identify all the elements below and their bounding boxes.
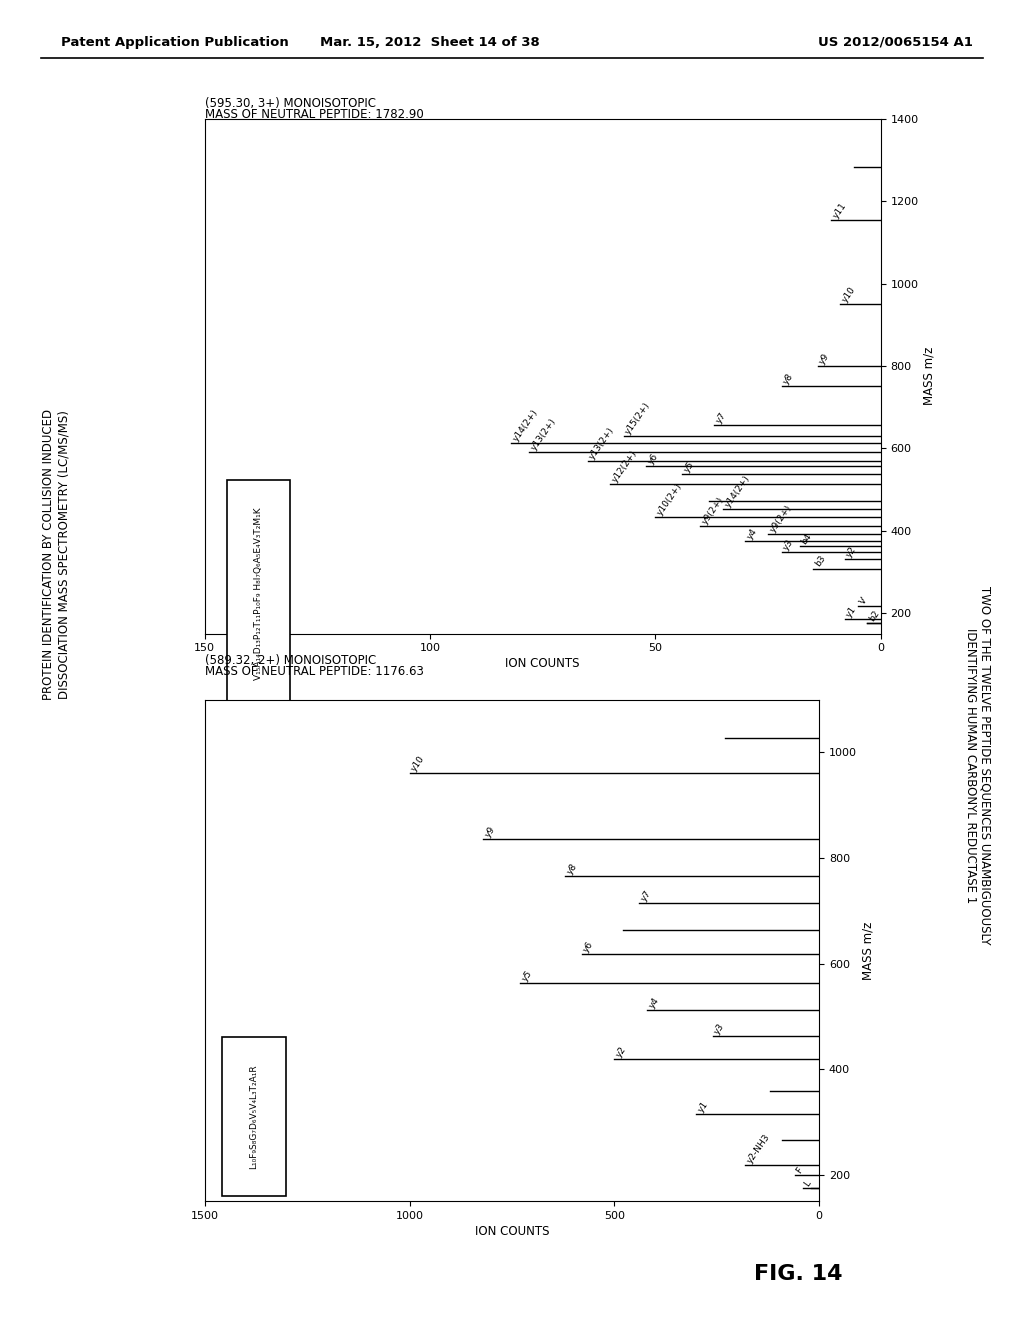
Text: y14(2+): y14(2+) — [511, 408, 540, 444]
Text: (589.32, 2+) MONOISOTOPIC: (589.32, 2+) MONOISOTOPIC — [205, 653, 376, 667]
Text: MASS OF NEUTRAL PEPTIDE: 1176.63: MASS OF NEUTRAL PEPTIDE: 1176.63 — [205, 665, 424, 678]
Text: y5: y5 — [520, 969, 534, 982]
Text: MASS OF NEUTRAL PEPTIDE: 1782.90: MASS OF NEUTRAL PEPTIDE: 1782.90 — [205, 108, 424, 121]
Text: y6: y6 — [582, 940, 595, 954]
Text: Patent Application Publication: Patent Application Publication — [61, 36, 289, 49]
Text: (595.30, 3+) MONOISOTOPIC: (595.30, 3+) MONOISOTOPIC — [205, 96, 376, 110]
Text: b3: b3 — [813, 554, 827, 569]
Text: y10(2+): y10(2+) — [655, 482, 684, 517]
Text: y6: y6 — [646, 451, 660, 466]
Text: y13(2+): y13(2+) — [529, 416, 558, 451]
Text: y8: y8 — [565, 862, 579, 876]
Text: y7: y7 — [639, 890, 652, 903]
Text: y5: y5 — [682, 459, 696, 474]
Text: y7: y7 — [714, 411, 728, 425]
Text: y4: y4 — [647, 995, 660, 1010]
Text: V₁₅A₁₄D₁₃P₁₂T₁₁P₁₀F₉ H₈I₇Q₆A₅E₄V₃T₂M₁K: V₁₅A₁₄D₁₃P₁₂T₁₁P₁₀F₉ H₈I₇Q₆A₅E₄V₃T₂M₁K — [254, 507, 263, 680]
Y-axis label: MASS m/z: MASS m/z — [923, 347, 936, 405]
Text: FIG. 14: FIG. 14 — [755, 1263, 843, 1284]
Text: y10: y10 — [410, 754, 427, 774]
Text: y9: y9 — [817, 351, 831, 366]
Text: y12(2+): y12(2+) — [610, 449, 639, 483]
Text: y9(2+): y9(2+) — [768, 503, 794, 533]
X-axis label: ION COUNTS: ION COUNTS — [506, 657, 580, 671]
Text: y10: y10 — [840, 285, 857, 304]
Text: y4: y4 — [745, 527, 759, 540]
Y-axis label: MASS m/z: MASS m/z — [861, 921, 874, 979]
Text: b4: b4 — [800, 532, 813, 546]
X-axis label: ION COUNTS: ION COUNTS — [475, 1225, 549, 1238]
Text: PROTEIN IDENTIFICATION BY COLLISION INDUCED
DISSOCIATION MASS SPECTROMETRY (LC/M: PROTEIN IDENTIFICATION BY COLLISION INDU… — [42, 409, 71, 700]
Text: y3: y3 — [781, 537, 796, 552]
Text: y15(2+): y15(2+) — [624, 400, 652, 436]
Text: V: V — [858, 595, 869, 606]
Text: TWO OF THE TWELVE PEPTIDE SEQUENCES UNAMBIGUOUSLY
IDENTIFYING HUMAN CARBONYL RED: TWO OF THE TWELVE PEPTIDE SEQUENCES UNAM… — [964, 586, 992, 945]
Text: y9(2+): y9(2+) — [700, 495, 726, 525]
Text: Mar. 15, 2012  Sheet 14 of 38: Mar. 15, 2012 Sheet 14 of 38 — [321, 36, 540, 49]
Text: y2: y2 — [614, 1044, 628, 1059]
Text: L: L — [803, 1179, 813, 1188]
Text: F: F — [795, 1166, 805, 1175]
Text: y2-NH3: y2-NH3 — [745, 1133, 772, 1164]
Text: b2: b2 — [867, 609, 881, 623]
Text: y14(2+): y14(2+) — [723, 474, 752, 510]
Text: y2: y2 — [845, 545, 858, 560]
Text: US 2012/0065154 A1: US 2012/0065154 A1 — [818, 36, 973, 49]
Text: y11: y11 — [831, 201, 848, 219]
Text: y1: y1 — [845, 605, 858, 619]
Text: y9: y9 — [483, 825, 497, 840]
Text: y3: y3 — [713, 1022, 726, 1036]
Text: y13(2+): y13(2+) — [588, 426, 616, 462]
Text: y1: y1 — [696, 1100, 710, 1114]
Text: L₁₀F₉S₈G₇D₆V₅V₄L₃T₂A₁R: L₁₀F₉S₈G₇D₆V₅V₄L₃T₂A₁R — [250, 1064, 258, 1170]
Text: y8: y8 — [781, 372, 796, 387]
